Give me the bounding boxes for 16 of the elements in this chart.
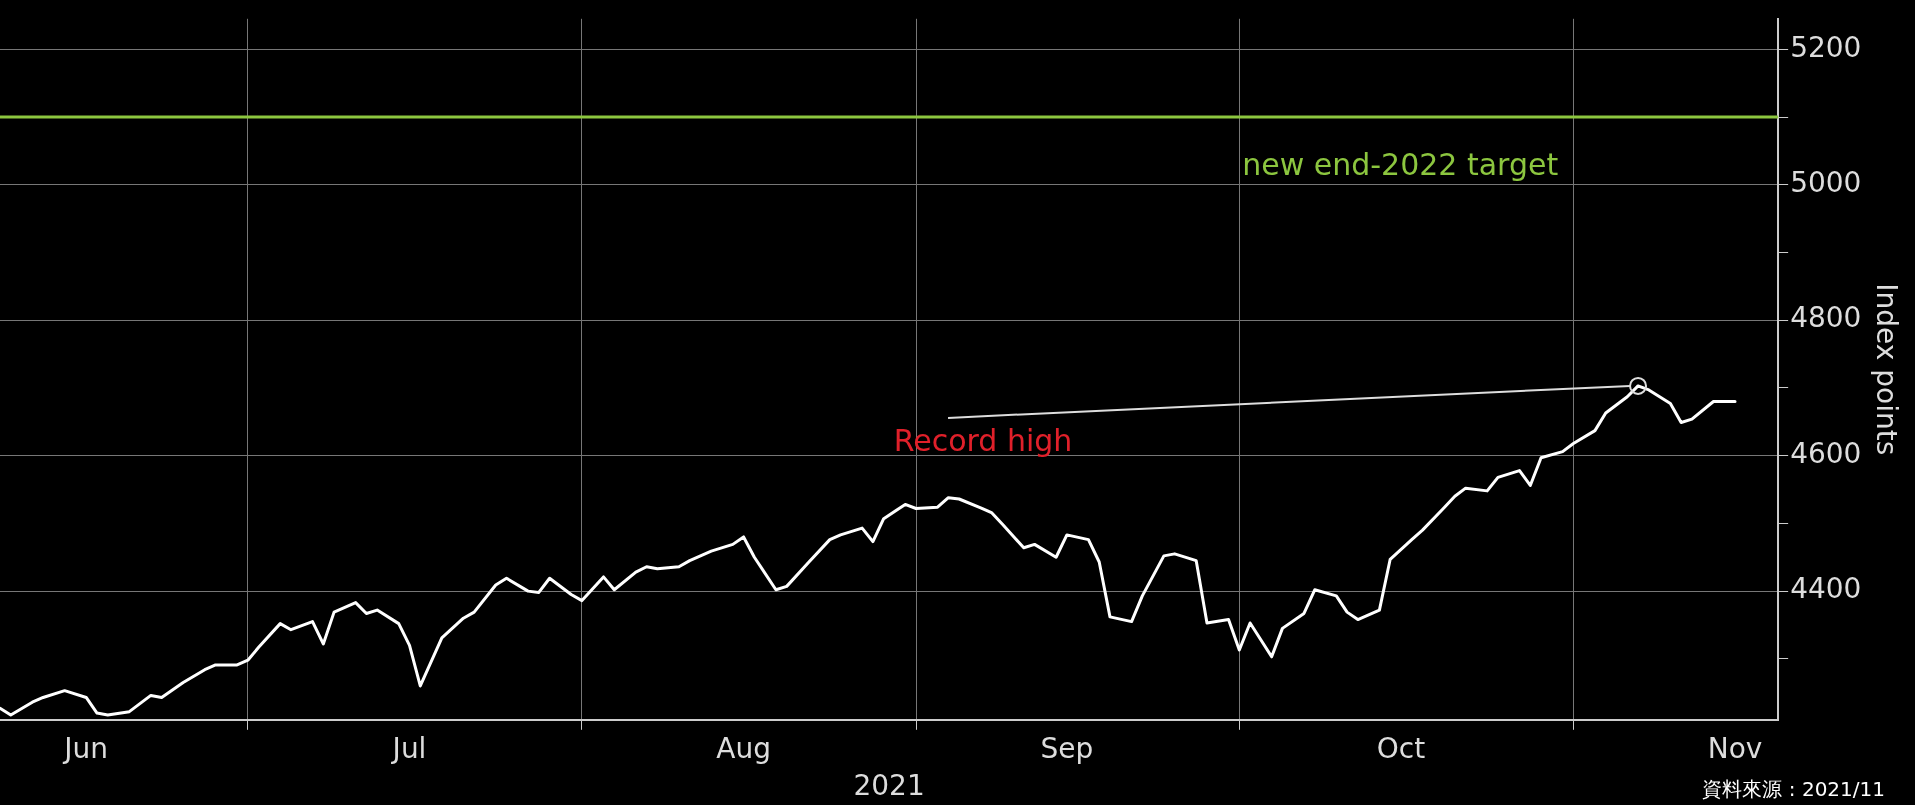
x-tick-label: Aug bbox=[716, 731, 771, 765]
y-tick-label: 5000 bbox=[1790, 166, 1862, 200]
x-tick-label: Jun bbox=[62, 731, 109, 765]
y-axis-title: Index points bbox=[1869, 283, 1903, 456]
annotation: Record high bbox=[893, 422, 1073, 458]
x-tick-label: Sep bbox=[1040, 731, 1094, 765]
source-note: 資料來源 : 2021/11 bbox=[1702, 777, 1885, 802]
x-tick-label: Nov bbox=[1707, 731, 1763, 765]
y-tick-label: 5200 bbox=[1790, 30, 1862, 64]
x-tick-label: Jul bbox=[390, 731, 427, 765]
ref-line-label: new end-2022 target bbox=[1242, 146, 1559, 182]
x-tick-label: Oct bbox=[1376, 731, 1426, 765]
y-tick-label: 4800 bbox=[1790, 301, 1862, 335]
y-tick-label: 4400 bbox=[1790, 572, 1862, 606]
y-tick-label: 4600 bbox=[1790, 436, 1862, 470]
x-axis-title: 2021 bbox=[853, 769, 925, 803]
